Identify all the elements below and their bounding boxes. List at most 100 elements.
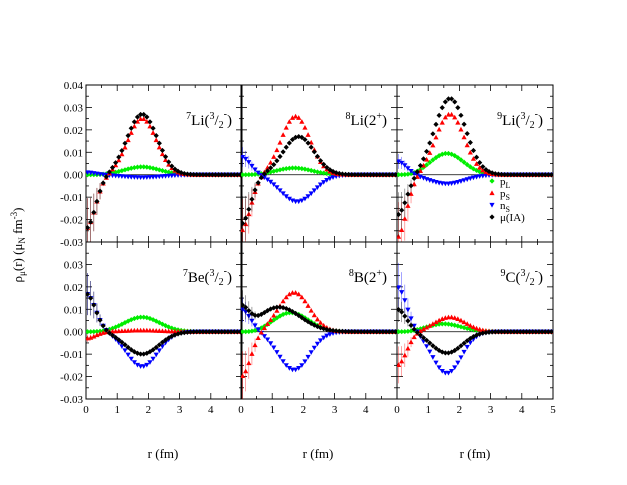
mu-point — [302, 136, 308, 143]
pS-point — [458, 126, 464, 132]
mu-point — [361, 172, 367, 178]
y-tick-label: 0.02 — [64, 282, 83, 294]
mu-point — [172, 166, 178, 172]
mu-point — [243, 215, 249, 221]
mu-point — [542, 329, 548, 335]
x-tick-label: 3 — [177, 404, 183, 416]
nS-point — [405, 166, 411, 171]
y-axis-label-unit-sub: N — [17, 237, 27, 244]
pL-point — [430, 157, 436, 163]
pL-point — [268, 319, 274, 325]
nS-point — [274, 185, 280, 190]
nS-point — [449, 368, 455, 374]
mu-point — [119, 147, 125, 154]
y-tick-label: -0.03 — [60, 237, 83, 249]
mu-point — [427, 340, 433, 346]
mu-point — [228, 329, 234, 335]
y-tick-label: 0.00 — [64, 170, 84, 182]
pS-point — [289, 115, 296, 120]
nS-point — [277, 354, 283, 360]
mu-point — [122, 342, 128, 348]
mu-point — [402, 313, 408, 319]
mu-point — [392, 329, 397, 335]
nS-point — [264, 337, 271, 343]
label-close: ) — [227, 270, 232, 286]
mu-point — [286, 307, 292, 313]
nS-point — [324, 333, 330, 339]
mu-point — [346, 171, 352, 178]
mu-point — [489, 170, 495, 176]
mu-point — [377, 329, 383, 335]
mu-point — [216, 172, 222, 178]
mu-point — [274, 158, 280, 164]
pS-point — [314, 316, 321, 322]
label-parity: + — [376, 268, 382, 279]
pS-point — [302, 298, 308, 304]
nS-point — [147, 360, 153, 365]
pS-point — [150, 130, 156, 135]
nS-point — [252, 167, 258, 173]
mu-point — [169, 163, 175, 169]
x-tick-label: 4 — [363, 404, 369, 416]
pS-point — [268, 159, 274, 165]
mu-point — [197, 172, 203, 178]
mu-point — [539, 329, 545, 335]
mu-point — [317, 158, 324, 164]
nS-point — [252, 323, 258, 329]
mu-point — [455, 104, 461, 111]
mu-point — [548, 172, 553, 178]
mu-point — [533, 172, 539, 178]
pL-point — [113, 324, 119, 330]
mu-point — [333, 170, 339, 176]
mu-point — [397, 307, 402, 313]
pS-point — [305, 303, 311, 308]
mu-point — [91, 302, 97, 308]
pS-point — [402, 352, 408, 358]
mu-point — [231, 329, 237, 335]
mu-point — [97, 317, 103, 323]
x-axis-label-col3: r (fm) — [460, 446, 491, 461]
nS-point — [296, 366, 302, 371]
pL-point — [461, 159, 467, 165]
pL-point — [286, 165, 292, 171]
mu-point — [255, 312, 261, 319]
pS-point — [461, 134, 467, 140]
label-mass: 8 — [346, 111, 351, 122]
legend-label-nS: nS — [500, 200, 510, 214]
mu-point — [389, 172, 395, 178]
nS-point — [162, 173, 169, 179]
pS-point — [122, 144, 128, 150]
label-slash: / — [214, 270, 219, 286]
x-tick-label: 0 — [394, 404, 400, 416]
pS-point — [458, 317, 464, 323]
label-parity: - — [535, 266, 538, 277]
mu-point — [517, 329, 523, 335]
mu-point — [367, 329, 374, 335]
mu-point — [536, 172, 542, 178]
mu-point — [361, 329, 367, 335]
mu-point — [125, 344, 131, 350]
mu-point — [355, 172, 361, 178]
pS-point — [436, 126, 442, 132]
pS-point — [399, 358, 405, 364]
pL-point — [286, 310, 292, 316]
mu-point — [527, 329, 533, 335]
legend-marker-nS — [489, 202, 495, 208]
pS-point — [274, 147, 280, 153]
nS-point — [330, 175, 336, 180]
mu-point — [203, 329, 209, 335]
mu-point — [187, 329, 194, 335]
mu-point — [380, 329, 386, 335]
mu-point — [523, 172, 530, 178]
pL-point — [293, 165, 299, 171]
mu-point — [228, 172, 234, 178]
pL-point — [399, 172, 405, 178]
mu-point — [187, 171, 194, 177]
mu-point — [212, 329, 219, 335]
mu-point — [442, 99, 448, 105]
nS-point — [241, 154, 246, 160]
pS-point — [455, 316, 461, 321]
mu-point — [355, 329, 361, 335]
pS-point — [430, 142, 436, 148]
